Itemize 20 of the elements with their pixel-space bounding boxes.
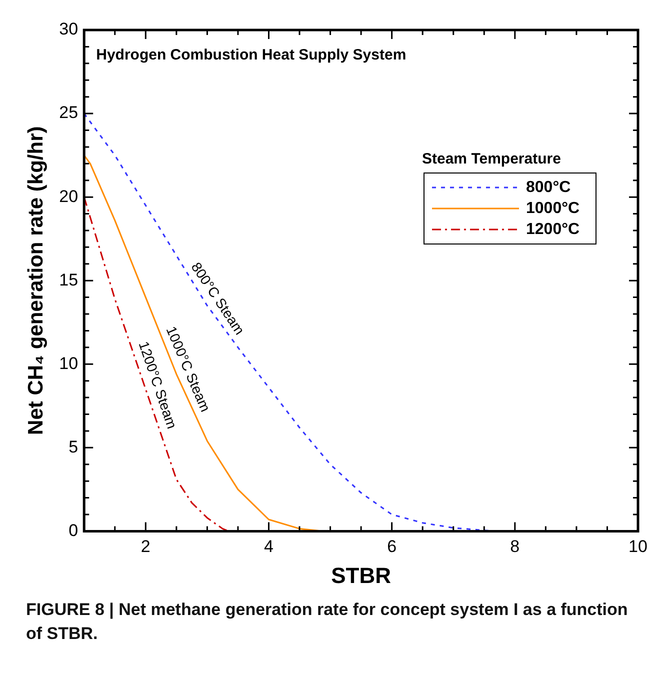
x-tick-label: 6	[387, 537, 397, 556]
y-tick-label: 0	[68, 520, 78, 540]
y-tick-label: 10	[59, 354, 78, 373]
text: 800°C	[526, 178, 572, 196]
y-tick-label: 15	[59, 270, 78, 290]
x-tick-label: 10	[628, 537, 648, 556]
y-tick-label: 25	[59, 103, 78, 122]
legend-title: Steam Temperature	[422, 150, 561, 168]
y-tick-label: 20	[59, 186, 78, 206]
x-tick-label: 4	[264, 537, 274, 556]
y-tick-label: 5	[68, 437, 78, 456]
text: Hydrogen Combustion Heat Supply System	[96, 46, 406, 64]
x-axis-title: STBR	[331, 562, 392, 588]
x-tick-label: 2	[140, 537, 150, 556]
text: 1000°C	[526, 200, 580, 217]
y-tick-label: 30	[59, 20, 78, 39]
x-tick-label: 8	[510, 537, 520, 556]
text: 1200°C	[526, 220, 580, 238]
caption: FIGURE 8 | Net methane generation rate for concept system I as a function of STBR.	[26, 599, 629, 645]
y-axis-title: Net CH₄ generation rate (kg/hr)	[24, 126, 48, 435]
